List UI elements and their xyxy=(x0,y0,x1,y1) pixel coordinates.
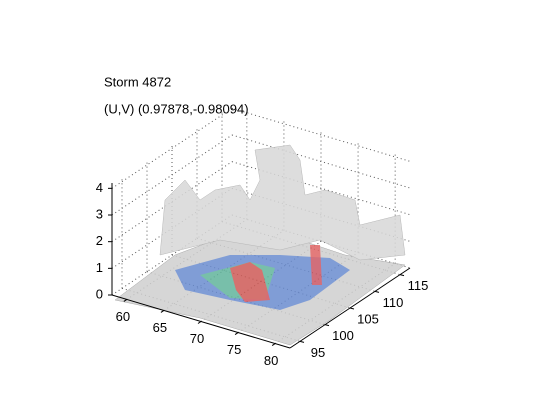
surface-high xyxy=(310,245,322,285)
x-tick-label: 60 xyxy=(116,309,130,324)
x-tick xyxy=(160,310,165,313)
y-tick-label: 95 xyxy=(311,345,325,360)
y-tick xyxy=(349,307,355,310)
x-tick xyxy=(234,332,239,335)
z-tick-label: 4 xyxy=(96,180,103,195)
y-tick xyxy=(299,340,305,343)
grid-line xyxy=(111,107,233,189)
z-tick-label: 2 xyxy=(96,233,103,248)
chart-title: Storm 4872 xyxy=(104,74,171,89)
x-tick xyxy=(123,299,128,302)
x-tick xyxy=(271,343,276,346)
x-tick-label: 80 xyxy=(264,353,278,368)
y-tick xyxy=(324,324,330,327)
x-tick-label: 70 xyxy=(190,331,204,346)
grid-line xyxy=(111,134,233,216)
grid-line xyxy=(231,214,411,269)
surface-high xyxy=(230,262,270,302)
surface xyxy=(114,144,406,346)
y-tick xyxy=(399,274,405,277)
y-tick xyxy=(374,290,380,293)
z-tick-label: 3 xyxy=(96,206,103,221)
z-tick-label: 1 xyxy=(96,260,103,275)
y-tick-label: 100 xyxy=(332,328,354,343)
z-tick-label: 0 xyxy=(96,286,103,301)
grid-line xyxy=(231,161,411,216)
grid-line xyxy=(231,134,411,189)
y-tick-label: 115 xyxy=(408,278,429,293)
grid-line xyxy=(231,107,411,162)
surface-peaks xyxy=(159,144,406,261)
chart-subtitle: (U,V) (0.97878,-0.98094) xyxy=(104,101,249,116)
y-tick-label: 105 xyxy=(357,311,379,326)
x-tick-label: 65 xyxy=(153,320,167,335)
x-tick-label: 75 xyxy=(227,342,241,357)
x-tick xyxy=(197,321,202,324)
y-tick-label: 110 xyxy=(383,295,404,310)
